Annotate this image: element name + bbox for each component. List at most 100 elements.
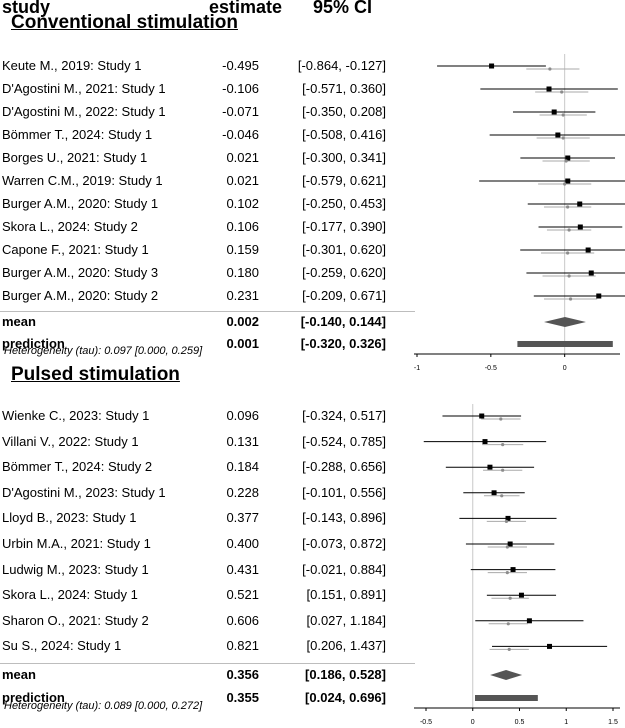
- study-ci: [-0.209, 0.671]: [302, 288, 386, 303]
- study-estimate: -0.106: [222, 81, 259, 96]
- shrunk-point: [505, 571, 509, 575]
- shrunk-point: [568, 297, 573, 301]
- study-point: [510, 567, 516, 573]
- study-ci: [-0.300, 0.341]: [302, 150, 386, 165]
- study-ci: [-0.288, 0.656]: [302, 459, 386, 475]
- study-label: Burger A.M., 2020: Study 3: [2, 265, 159, 280]
- study-estimate: 0.231: [226, 288, 259, 303]
- study-estimate: 0.106: [226, 219, 259, 234]
- heterogeneity-text: Heterogeneity (tau): 0.089 [0.000, 0.272…: [4, 700, 203, 712]
- shrunk-point: [563, 182, 567, 186]
- header-study: study: [2, 0, 51, 17]
- study-label: Borges U., 2021: Study 1: [2, 150, 148, 165]
- study-label: Bömmer T., 2024: Study 1: [2, 127, 153, 142]
- mean-estimate: 0.356: [226, 667, 259, 682]
- study-point: [491, 490, 497, 496]
- study-ci: [-0.073, 0.872]: [302, 536, 386, 551]
- shrunk-point: [500, 494, 504, 498]
- study-ci: [-0.250, 0.453]: [302, 196, 386, 211]
- study-point: [555, 132, 561, 138]
- study-ci: [0.151, 0.891]: [306, 587, 386, 603]
- x-tick-label: 0.5: [515, 719, 525, 726]
- mean-diamond: [543, 317, 586, 327]
- study-ci: [-0.508, 0.416]: [302, 127, 386, 142]
- study-ci: [-0.143, 0.896]: [302, 510, 386, 526]
- x-tick-label: -0.5: [485, 365, 497, 372]
- study-estimate: -0.071: [222, 104, 259, 119]
- study-label: Villani V., 2022: Study 1: [2, 433, 139, 449]
- study-estimate: 0.521: [226, 587, 259, 603]
- section-separator: [0, 663, 415, 664]
- shrunk-point: [567, 228, 571, 232]
- study-label: Skora L., 2024: Study 2: [2, 219, 138, 234]
- study-estimate: 0.102: [226, 196, 259, 211]
- study-estimate: -0.495: [222, 58, 259, 73]
- study-label: Sharon O., 2021: Study 2: [2, 612, 149, 628]
- section-title: Conventional stimulation: [11, 12, 238, 33]
- study-point: [565, 178, 571, 184]
- section-title: Pulsed stimulation: [11, 364, 180, 385]
- study-label: Burger A.M., 2020: Study 2: [2, 288, 159, 303]
- study-point: [577, 201, 583, 207]
- shrunk-point: [504, 519, 509, 524]
- study-ci: [-0.864, -0.127]: [297, 58, 386, 73]
- study-ci: [-0.350, 0.208]: [302, 104, 386, 119]
- x-tick-label: 1: [564, 719, 568, 726]
- study-ci: [-0.301, 0.620]: [302, 242, 386, 257]
- header-estimate: estimate: [209, 0, 283, 17]
- prediction-ci: [-0.320, 0.326]: [300, 336, 386, 351]
- mean-label: mean: [2, 667, 36, 682]
- study-label: Warren C.M., 2019: Study 1: [2, 173, 163, 188]
- study-label: D'Agostini M., 2021: Study 1: [2, 81, 166, 96]
- study-label: Lloyd B., 2023: Study 1: [2, 510, 137, 526]
- study-label: Bömmer T., 2024: Study 2: [2, 459, 153, 475]
- shrunk-point: [548, 67, 552, 71]
- x-tick-label: 1.5: [608, 719, 618, 726]
- prediction-interval-bar: [517, 341, 613, 347]
- study-label: Capone F., 2021: Study 1: [2, 242, 149, 257]
- study-ci: [-0.021, 0.884]: [302, 561, 386, 577]
- shrunk-point: [507, 647, 511, 652]
- x-tick-label: 0: [471, 719, 475, 726]
- study-point: [577, 224, 583, 230]
- header-ci: 95% CI: [313, 0, 373, 17]
- study-point: [585, 247, 591, 253]
- shrunk-point: [501, 468, 505, 472]
- heterogeneity-text: Heterogeneity (tau): 0.097 [0.000, 0.259…: [4, 345, 203, 357]
- study-point: [479, 413, 485, 419]
- study-estimate: 0.184: [226, 459, 259, 475]
- prediction-estimate: 0.001: [226, 336, 259, 351]
- study-point: [487, 464, 493, 470]
- study-point: [489, 63, 495, 69]
- study-point: [507, 541, 513, 547]
- shrunk-point: [499, 417, 503, 421]
- study-point: [482, 439, 488, 445]
- study-estimate: 0.228: [226, 484, 259, 500]
- prediction-label: prediction: [2, 336, 65, 351]
- study-label: Ludwig M., 2023: Study 1: [2, 561, 149, 577]
- study-ci: [-0.177, 0.390]: [302, 219, 386, 234]
- x-tick-label: -1: [414, 365, 420, 372]
- study-label: Burger A.M., 2020: Study 1: [2, 196, 159, 211]
- study-point: [565, 155, 571, 161]
- shrunk-point: [564, 159, 568, 163]
- study-estimate: 0.606: [226, 612, 259, 628]
- shrunk-point: [505, 545, 509, 549]
- study-point: [526, 618, 532, 624]
- shrunk-point: [567, 274, 571, 278]
- shrunk-point: [506, 622, 510, 626]
- study-ci: [-0.524, 0.785]: [302, 433, 386, 449]
- study-label: D'Agostini M., 2023: Study 1: [2, 484, 166, 500]
- study-ci: [-0.101, 0.556]: [302, 484, 386, 500]
- prediction-ci: [0.024, 0.696]: [305, 690, 386, 705]
- shrunk-point: [561, 136, 565, 140]
- study-ci: [-0.324, 0.517]: [302, 408, 386, 423]
- study-point: [551, 109, 557, 115]
- section-separator: [0, 311, 415, 312]
- study-label: Wienke C., 2023: Study 1: [2, 408, 150, 423]
- study-point: [596, 293, 602, 299]
- study-ci: [-0.259, 0.620]: [302, 265, 386, 280]
- study-label: Su S., 2024: Study 1: [2, 638, 122, 654]
- shrunk-point: [566, 251, 570, 255]
